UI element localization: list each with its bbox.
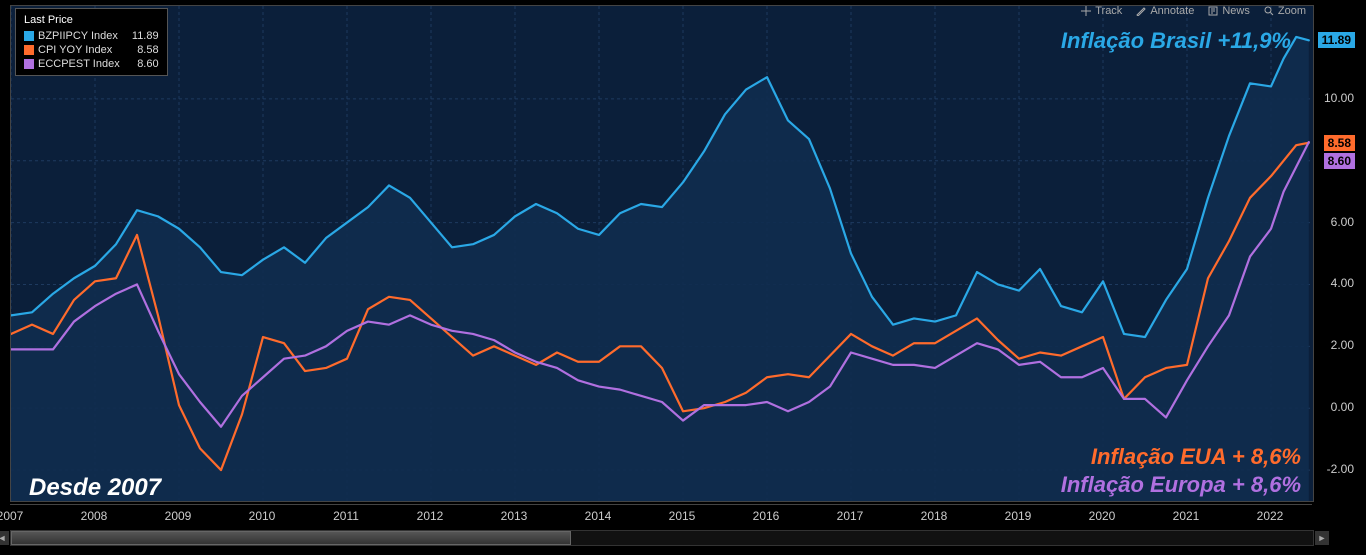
legend: Last Price BZPIIPCY Index 11.89 CPI YOY … <box>15 8 168 76</box>
price-tag-brazil: 11.89 <box>1318 32 1355 48</box>
annotate-button[interactable]: Annotate <box>1136 5 1194 17</box>
toolbar-label: Zoom <box>1278 5 1306 17</box>
toolbar-label: Annotate <box>1150 5 1194 17</box>
pencil-icon <box>1136 6 1146 16</box>
annotation-usa: Inflação EUA + 8,6% <box>1091 444 1301 470</box>
swatch-icon <box>24 45 34 55</box>
y-axis: -2.000.002.004.006.008.0010.00 <box>1314 5 1354 500</box>
price-tag-europe: 8.60 <box>1324 153 1355 169</box>
legend-value: 8.60 <box>127 57 158 71</box>
legend-value: 11.89 <box>122 29 159 43</box>
x-tick-label: 2011 <box>333 509 359 523</box>
legend-row-usa: CPI YOY Index 8.58 <box>24 43 159 57</box>
x-tick-label: 2014 <box>585 509 612 523</box>
legend-value: 8.58 <box>127 43 158 57</box>
legend-name: BZPIIPCY Index <box>38 29 118 43</box>
scroll-thumb[interactable] <box>11 531 571 545</box>
annotation-brazil: Inflação Brasil +11,9% <box>1061 28 1291 54</box>
y-tick-label: 2.00 <box>1314 339 1354 351</box>
swatch-icon <box>24 31 34 41</box>
x-tick-label: 2019 <box>1005 509 1032 523</box>
x-tick-label: 2009 <box>165 509 192 523</box>
scroll-right-arrow-icon[interactable]: ► <box>1315 531 1329 545</box>
news-button[interactable]: News <box>1208 5 1250 17</box>
y-tick-label: 4.00 <box>1314 277 1354 289</box>
annotation-europe: Inflação Europa + 8,6% <box>1061 472 1301 498</box>
x-tick-label: 2007 <box>0 509 23 523</box>
zoom-button[interactable]: Zoom <box>1264 5 1306 17</box>
x-axis: 2007200820092010201120122013201420152016… <box>10 504 1312 529</box>
chart-toolbar: Track Annotate News Zoom <box>1081 5 1306 17</box>
y-tick-label: -2.00 <box>1314 463 1354 475</box>
y-tick-label: 10.00 <box>1314 92 1354 104</box>
x-tick-label: 2017 <box>837 509 864 523</box>
annotation-since: Desde 2007 <box>29 474 161 502</box>
swatch-icon <box>24 59 34 69</box>
y-tick-label: 0.00 <box>1314 401 1354 413</box>
legend-row-europe: ECCPEST Index 8.60 <box>24 57 159 71</box>
toolbar-label: Track <box>1095 5 1122 17</box>
chart-container: Inflação Brasil +11,9% Inflação EUA + 8,… <box>0 0 1366 555</box>
chart-svg <box>11 6 1313 501</box>
x-tick-label: 2021 <box>1173 509 1200 523</box>
legend-header: Last Price <box>24 13 159 27</box>
zoom-icon <box>1264 6 1274 16</box>
news-icon <box>1208 6 1218 16</box>
x-tick-label: 2010 <box>249 509 276 523</box>
x-tick-label: 2022 <box>1257 509 1284 523</box>
toolbar-label: News <box>1222 5 1250 17</box>
x-tick-label: 2020 <box>1089 509 1116 523</box>
track-button[interactable]: Track <box>1081 5 1122 17</box>
x-tick-label: 2013 <box>501 509 528 523</box>
legend-row-brazil: BZPIIPCY Index 11.89 <box>24 29 159 43</box>
x-tick-label: 2016 <box>753 509 780 523</box>
legend-name: CPI YOY Index <box>38 43 112 57</box>
x-tick-label: 2012 <box>417 509 444 523</box>
x-tick-label: 2018 <box>921 509 948 523</box>
legend-name: ECCPEST Index <box>38 57 120 71</box>
x-tick-label: 2008 <box>81 509 108 523</box>
x-tick-label: 2015 <box>669 509 696 523</box>
plot-area: Inflação Brasil +11,9% Inflação EUA + 8,… <box>10 5 1314 502</box>
scroll-left-arrow-icon[interactable]: ◄ <box>0 531 9 545</box>
y-tick-label: 6.00 <box>1314 216 1354 228</box>
price-tag-usa: 8.58 <box>1324 135 1355 151</box>
time-scrollbar[interactable]: ◄ ► <box>10 530 1314 546</box>
crosshair-icon <box>1081 6 1091 16</box>
